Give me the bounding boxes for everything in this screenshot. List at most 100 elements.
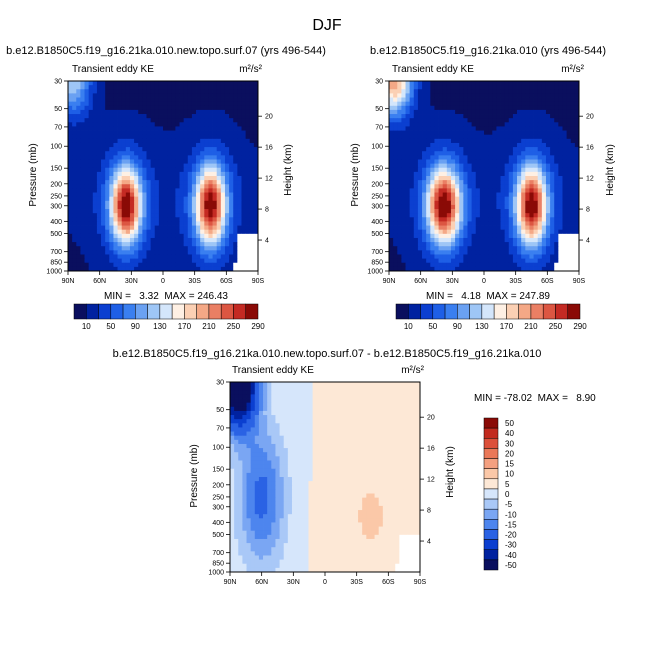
field-cell	[554, 250, 559, 255]
panel-1-stats: MIN = 3.32 MAX = 246.43	[104, 291, 228, 302]
field-cell	[521, 221, 526, 226]
field-cell	[179, 225, 185, 231]
field-cell	[245, 180, 251, 185]
field-cell	[467, 163, 473, 169]
field-cell	[574, 225, 580, 231]
field-cell	[521, 180, 526, 185]
field-cell	[446, 254, 452, 260]
field-cell	[101, 246, 106, 251]
field-cell	[430, 250, 435, 255]
field-cell	[171, 134, 176, 140]
field-cell	[138, 200, 143, 206]
field-cell	[467, 109, 473, 115]
field-cell	[88, 122, 94, 127]
field-cell	[84, 151, 90, 156]
field-cell	[426, 200, 431, 206]
field-cell	[68, 237, 73, 243]
field-cell	[345, 398, 351, 404]
field-cell	[463, 122, 468, 127]
field-cell	[574, 159, 580, 165]
field-cell	[471, 147, 477, 152]
field-cell	[212, 138, 218, 144]
y2-tick-label: 8	[265, 207, 269, 214]
field-cell	[467, 200, 473, 206]
field-cell	[242, 431, 247, 437]
field-cell	[541, 262, 547, 268]
field-cell	[422, 101, 427, 107]
field-cell	[233, 200, 238, 206]
field-cell	[562, 167, 568, 173]
field-cell	[413, 138, 419, 144]
field-cell	[488, 93, 493, 98]
field-cell	[92, 93, 98, 98]
field-cell	[467, 159, 473, 165]
field-cell	[76, 167, 81, 173]
field-cell	[333, 398, 338, 404]
field-cell	[446, 213, 452, 218]
field-cell	[521, 213, 526, 218]
field-cell	[163, 101, 168, 107]
field-cell	[129, 225, 135, 231]
field-cell	[142, 188, 147, 193]
field-cell	[296, 431, 301, 437]
field-cell	[233, 85, 238, 90]
field-cell	[537, 192, 543, 198]
field-cell	[570, 262, 576, 268]
field-cell	[196, 167, 201, 173]
field-cell	[393, 225, 398, 231]
field-cell	[471, 97, 477, 103]
field-cell	[212, 85, 218, 90]
field-cell	[401, 171, 406, 177]
field-cell	[455, 85, 460, 90]
field-cell	[234, 419, 239, 424]
field-cell	[68, 171, 73, 177]
field-cell	[401, 196, 406, 202]
field-cell	[450, 105, 456, 111]
field-cell	[109, 171, 114, 177]
field-cell	[479, 114, 485, 119]
colorbar-label: 90	[131, 322, 140, 331]
field-cell	[229, 180, 234, 185]
field-cell	[68, 200, 73, 206]
field-cell	[378, 402, 384, 408]
field-cell	[263, 410, 268, 416]
field-cell	[241, 262, 247, 268]
field-cell	[117, 171, 123, 177]
field-cell	[405, 151, 411, 156]
field-cell	[370, 390, 375, 395]
field-cell	[187, 200, 193, 206]
field-cell	[512, 97, 518, 103]
field-cell	[125, 93, 131, 98]
field-cell	[163, 118, 168, 123]
field-cell	[325, 431, 330, 437]
field-cell	[401, 209, 406, 214]
field-cell	[167, 134, 172, 140]
field-cell	[142, 105, 147, 111]
field-cell	[229, 89, 234, 94]
field-cell	[409, 114, 415, 119]
field-cell	[96, 217, 102, 222]
field-cell	[389, 188, 394, 193]
field-cell	[570, 159, 576, 165]
field-cell	[80, 171, 85, 177]
field-cell	[500, 266, 506, 272]
field-cell	[208, 171, 213, 177]
field-cell	[517, 97, 522, 103]
field-cell	[200, 114, 205, 119]
field-cell	[574, 138, 580, 144]
field-cell	[242, 415, 247, 420]
field-cell	[393, 188, 398, 193]
field-cell	[171, 266, 176, 272]
field-cell	[96, 142, 102, 148]
field-cell	[191, 242, 197, 247]
field-cell	[179, 246, 185, 251]
field-cell	[101, 89, 106, 94]
field-cell	[488, 196, 493, 202]
field-cell	[296, 390, 301, 395]
field-cell	[216, 180, 222, 185]
field-cell	[574, 221, 580, 226]
field-cell	[183, 118, 189, 123]
field-cell	[224, 209, 230, 214]
field-cell	[204, 225, 209, 231]
field-cell	[574, 130, 580, 136]
